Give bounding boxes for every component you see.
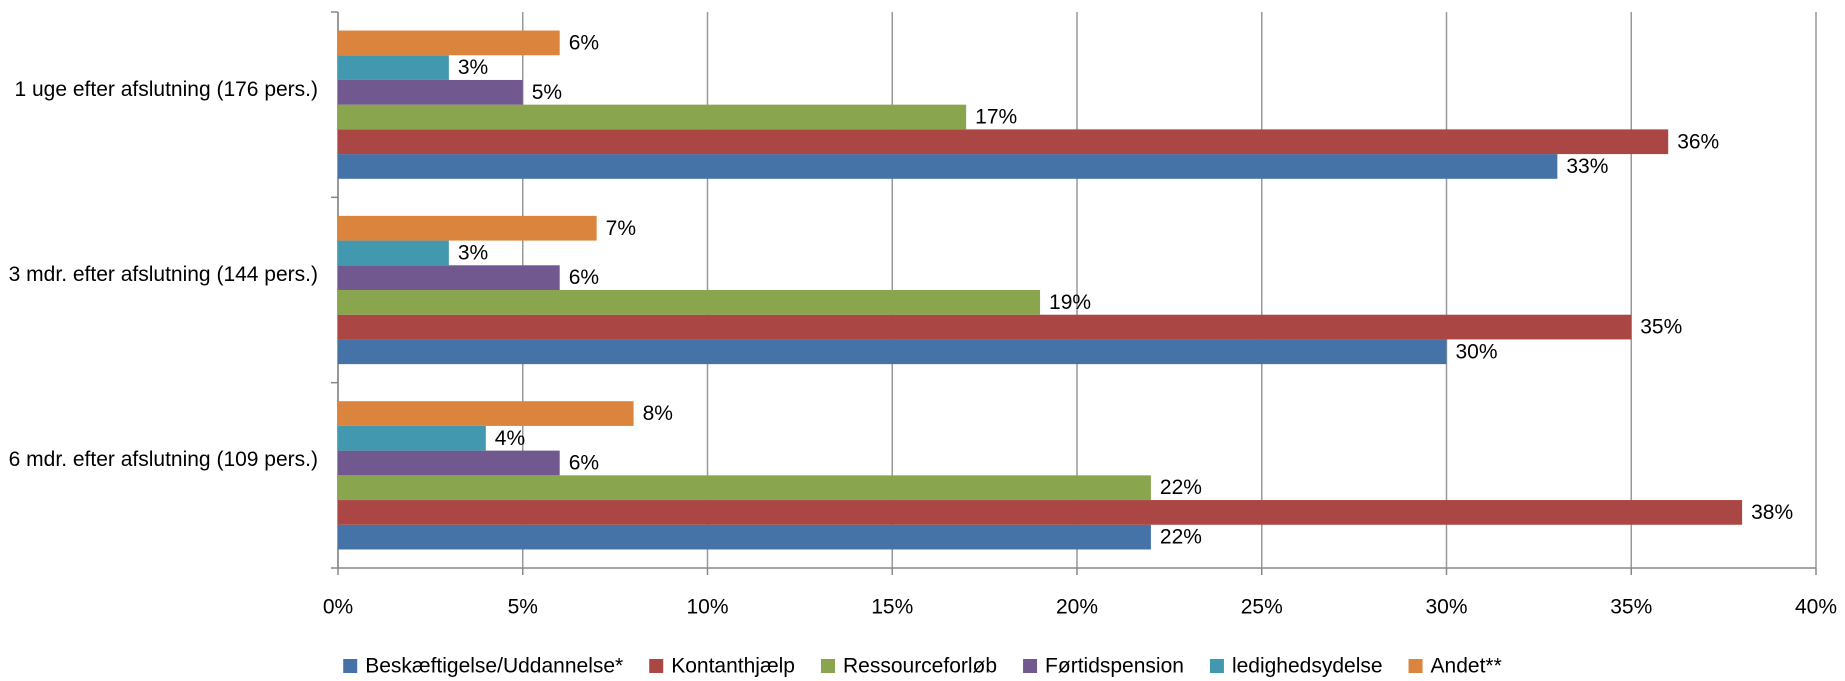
x-tick-label: 15% [871, 596, 913, 619]
bar [338, 475, 1151, 501]
legend-label: ledighedsydelse [1232, 655, 1383, 678]
value-label: 6% [569, 452, 599, 475]
value-label: 30% [1456, 340, 1498, 363]
bar [338, 290, 1041, 315]
bar [338, 524, 1151, 550]
legend-swatch [1408, 659, 1423, 673]
legend-label: Førtidspension [1045, 655, 1184, 678]
value-label: 22% [1160, 476, 1202, 499]
value-label: 35% [1640, 316, 1682, 339]
bar [338, 215, 597, 241]
bar [338, 104, 967, 130]
legend-label: Kontanthjælp [671, 655, 795, 678]
y-tick-label: 6 mdr. efter afslutning (109 pers.) [8, 448, 318, 472]
value-label: 22% [1160, 526, 1202, 549]
value-label: 6% [569, 31, 599, 54]
value-label: 8% [643, 402, 673, 425]
x-tick-label: 0% [323, 596, 353, 619]
x-tick-label: 10% [686, 596, 728, 619]
value-label: 4% [495, 427, 525, 450]
bar [338, 129, 1669, 155]
legend-swatch [649, 659, 664, 673]
x-tick-label: 25% [1241, 596, 1283, 619]
legend-label: Andet** [1431, 655, 1502, 678]
value-label: 33% [1566, 155, 1608, 178]
legend-swatch [1023, 659, 1038, 673]
value-label: 6% [569, 266, 599, 289]
bar [338, 450, 560, 476]
legend-swatch [343, 659, 358, 673]
x-tick-label: 40% [1795, 596, 1837, 619]
bar [338, 425, 486, 451]
x-tick-label: 30% [1425, 596, 1467, 619]
value-label: 19% [1049, 291, 1091, 314]
bar [338, 154, 1558, 179]
bar [338, 265, 560, 290]
x-tick-label: 35% [1610, 596, 1652, 619]
bar [338, 30, 560, 56]
bar [338, 55, 449, 80]
legend-label: Ressourceforløb [843, 655, 997, 678]
value-label: 3% [458, 56, 488, 79]
value-label: 7% [606, 217, 636, 240]
y-tick-label: 3 mdr. efter afslutning (144 pers.) [8, 263, 318, 286]
bar [338, 314, 1632, 340]
legend-label: Beskæftigelse/Uddannelse* [365, 655, 623, 678]
value-label: 5% [532, 81, 562, 104]
bar [338, 500, 1743, 525]
bar [338, 339, 1447, 365]
value-label: 3% [458, 241, 488, 264]
bar [338, 401, 634, 426]
bar [338, 79, 523, 105]
y-tick-label: 1 uge efter afslutning (176 pers.) [14, 77, 318, 101]
x-tick-label: 5% [508, 596, 538, 619]
value-label: 38% [1751, 501, 1793, 524]
legend-swatch [1209, 659, 1224, 673]
value-label: 36% [1677, 130, 1719, 153]
x-tick-label: 20% [1056, 596, 1098, 619]
bar [338, 240, 449, 266]
legend-swatch [820, 659, 835, 673]
value-label: 17% [975, 106, 1017, 129]
